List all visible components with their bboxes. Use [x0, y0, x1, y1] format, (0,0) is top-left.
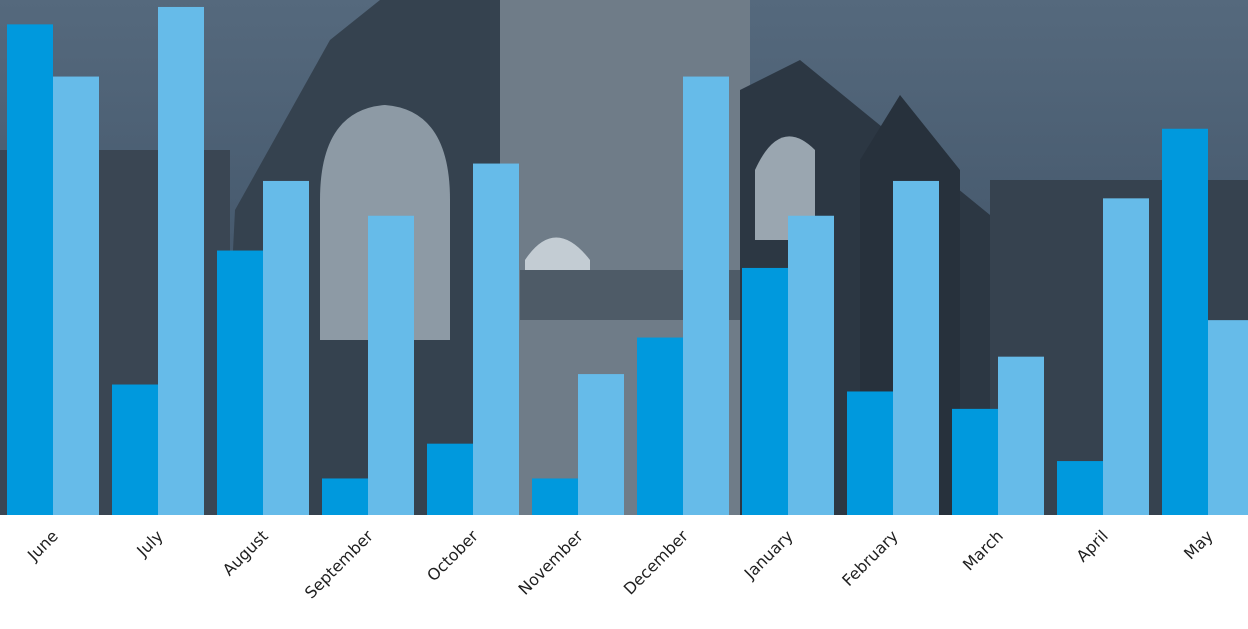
bar-november-series-1 [532, 478, 578, 515]
bar-july-series-1 [112, 384, 158, 515]
photo-side-arch [755, 136, 815, 240]
x-tick-label-march: March [959, 526, 1007, 574]
bar-october-series-2 [473, 163, 519, 515]
x-tick-label-august: August [219, 526, 272, 579]
bar-june-series-1 [7, 24, 53, 516]
bar-march-series-1 [952, 408, 998, 515]
bar-march-series-2 [998, 356, 1044, 515]
x-tick-label-september: September [301, 526, 377, 602]
bar-january-series-1 [742, 267, 788, 515]
bar-may-series-2 [1208, 320, 1248, 515]
bar-january-series-2 [788, 215, 834, 516]
x-tick-label-november: November [515, 526, 588, 599]
bar-august-series-1 [217, 250, 263, 516]
x-tick-label-june: June [23, 526, 62, 565]
x-tick-labels: June July August September October November De… [23, 526, 1217, 602]
x-tick-label-december: December [620, 526, 692, 598]
x-tick-label-february: February [838, 526, 902, 590]
bar-july-series-2 [158, 6, 204, 515]
bars-layer [7, 6, 1248, 516]
x-tick-label-april: April [1073, 526, 1112, 565]
bar-december-series-2 [683, 76, 729, 516]
bar-february-series-1 [847, 391, 893, 515]
bar-december-series-1 [637, 337, 683, 515]
x-tick-label-october: October [423, 526, 482, 585]
bar-november-series-2 [578, 374, 624, 515]
x-tick-label-may: May [1180, 526, 1217, 563]
bar-june-series-2 [53, 76, 99, 516]
bar-february-series-2 [893, 180, 939, 515]
bar-october-series-1 [427, 443, 473, 515]
x-tick-label-july: July [132, 526, 166, 560]
bar-september-series-1 [322, 478, 368, 515]
bar-september-series-2 [368, 215, 414, 516]
bar-may-series-1 [1162, 128, 1208, 515]
bar-august-series-2 [263, 180, 309, 515]
bar-april-series-2 [1103, 198, 1149, 515]
bar-april-series-1 [1057, 461, 1103, 515]
x-tick-label-january: January [740, 526, 797, 583]
